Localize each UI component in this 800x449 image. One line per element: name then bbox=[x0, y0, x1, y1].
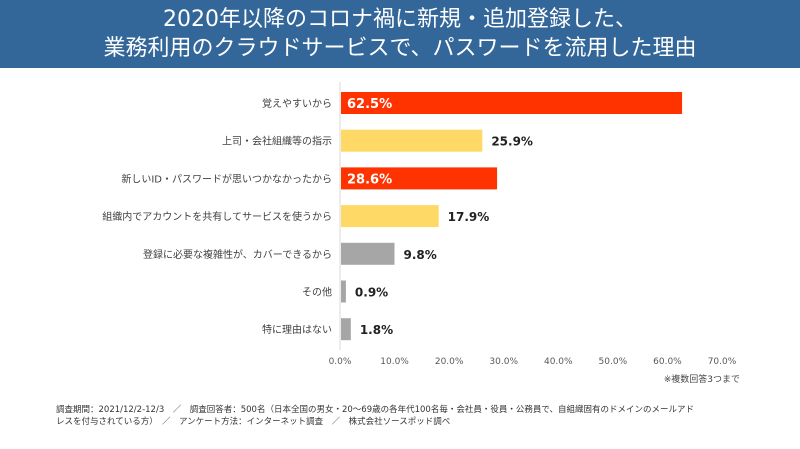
data-label: 17.9% bbox=[448, 210, 490, 224]
category-label: 特に理由はない bbox=[262, 323, 332, 336]
bar bbox=[341, 205, 439, 228]
footer-line-1: 調査期間：2021/12/2-12/3 ／ 調査回答者：500名（日本全国の男女… bbox=[56, 405, 694, 415]
bar bbox=[341, 167, 498, 190]
x-tick-label: 60.0% bbox=[653, 357, 682, 367]
x-tick-label: 30.0% bbox=[489, 357, 518, 367]
category-label: 覚えやすいから bbox=[262, 97, 332, 110]
data-label: 28.6% bbox=[347, 172, 392, 187]
chart-note: ※複数回答3つまで bbox=[663, 375, 740, 385]
category-label: 組織内でアカウントを共有してサービスを使うから bbox=[102, 210, 332, 223]
data-label: 0.9% bbox=[355, 286, 388, 300]
data-label: 25.9% bbox=[491, 135, 533, 149]
data-label: 9.8% bbox=[403, 248, 436, 262]
bar bbox=[341, 129, 483, 152]
x-tick-label: 20.0% bbox=[435, 357, 464, 367]
x-tick-label: 10.0% bbox=[380, 357, 409, 367]
footer-line-2: レスを付与されている方） ／ アンケート方法：インターネット調査 ／ 株式会社ソ… bbox=[56, 417, 451, 427]
survey-footer: 調査期間：2021/12/2-12/3 ／ 調査回答者：500名（日本全国の男女… bbox=[56, 404, 756, 428]
category-label: 新しいID・パスワードが思いつかなかったから bbox=[121, 172, 332, 185]
category-label: その他 bbox=[302, 286, 332, 299]
bar bbox=[341, 318, 351, 341]
title-line-2: 業務利用のクラウドサービスで、パスワードを流用した理由 bbox=[103, 36, 697, 61]
x-tick-label: 40.0% bbox=[544, 357, 573, 367]
bar bbox=[341, 242, 395, 265]
bar-chart: 覚えやすいから 62.5% 上司・会社組織等の指示 25.9% 新しいID・パスワードが… bbox=[102, 82, 737, 367]
title-banner: 2020年以降のコロナ禍に新規・追加登録した、 業務利用のクラウドサービスで、パ… bbox=[0, 0, 800, 68]
data-label: 1.8% bbox=[360, 323, 393, 337]
category-label: 上司・会社組織等の指示 bbox=[222, 135, 332, 148]
x-tick-label: 0.0% bbox=[329, 357, 352, 367]
bar bbox=[341, 280, 346, 303]
bar bbox=[341, 92, 683, 114]
x-tick-label: 50.0% bbox=[599, 357, 628, 367]
x-tick-label: 70.0% bbox=[708, 357, 737, 367]
data-label: 62.5% bbox=[347, 97, 392, 112]
category-label: 登録に必要な複雑性が、カバーできるから bbox=[143, 248, 332, 261]
title-line-1: 2020年以降のコロナ禍に新規・追加登録した、 bbox=[163, 7, 637, 32]
